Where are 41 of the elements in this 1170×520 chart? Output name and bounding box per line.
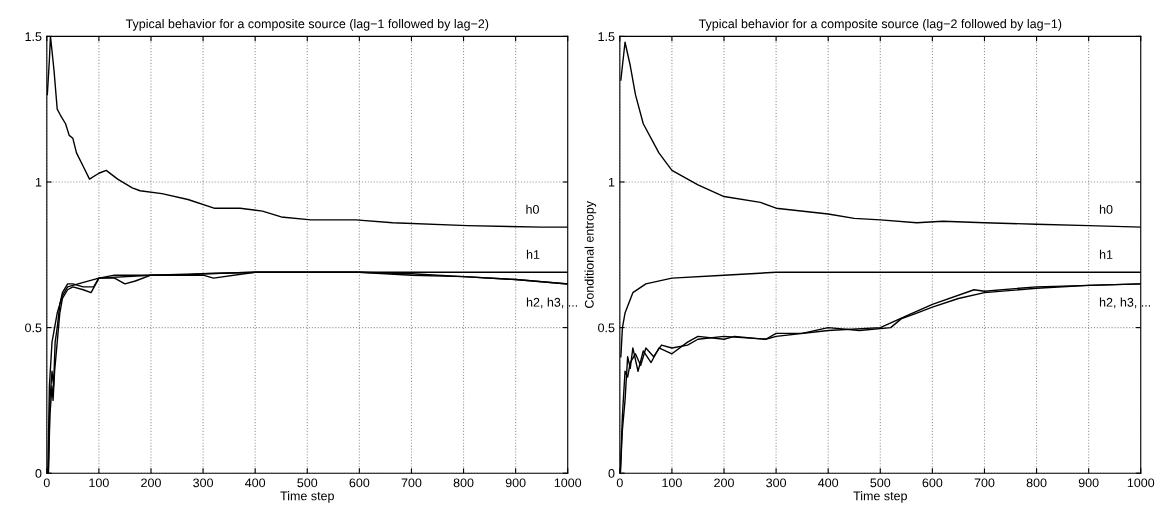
x-tick-label: 200 — [714, 478, 734, 488]
series-label: h1 — [526, 249, 540, 259]
x-tick-label: 600 — [349, 478, 370, 488]
y-tick-label: 0.5 — [25, 323, 42, 333]
x-axis-title: Time step — [280, 491, 334, 503]
x-tick-label: 200 — [141, 478, 161, 488]
y-tick-label: 0.5 — [598, 323, 615, 333]
x-tick-label: 800 — [1026, 478, 1047, 488]
y-axis-title: Conditional entropy — [584, 200, 597, 309]
x-tick-label: 900 — [505, 478, 526, 488]
x-axis-title: Time step — [853, 491, 907, 503]
x-tick-label: 300 — [193, 478, 214, 488]
x-tick-label: 600 — [922, 478, 943, 488]
series-label: h2, h3, ... — [1099, 297, 1151, 309]
y-tick-label: 0 — [608, 469, 615, 478]
x-tick-label: 1000 — [554, 478, 582, 488]
x-tick-label: 500 — [297, 478, 318, 488]
x-tick-label: 700 — [401, 478, 422, 488]
chart-title: Typical behavior for a composite source (lag−2 followed by lag−1) — [698, 19, 1062, 31]
x-tick-label: 300 — [766, 478, 787, 488]
x-tick-label: 1000 — [1127, 478, 1155, 488]
x-tick-label: 100 — [662, 478, 682, 488]
x-tick-label: 800 — [453, 478, 474, 488]
chart-title: Typical behavior for a composite source (lag−1 followed by lag−2) — [125, 19, 489, 31]
x-tick-label: 900 — [1078, 478, 1099, 488]
y-tick-label: 1 — [35, 177, 42, 187]
series-label: h0 — [526, 204, 539, 214]
x-tick-label: 100 — [89, 478, 109, 488]
y-tick-label: 1.5 — [25, 32, 42, 42]
x-tick-label: 0 — [43, 478, 50, 488]
y-tick-label: 1 — [608, 177, 615, 187]
x-tick-label: 400 — [245, 478, 266, 488]
x-tick-label: 400 — [818, 478, 839, 488]
series-label: h0 — [1099, 204, 1113, 214]
x-tick-label: 0 — [616, 478, 623, 488]
series-label: h1 — [1099, 249, 1113, 259]
series-label: h2, h3, ... — [526, 297, 578, 309]
x-tick-label: 500 — [870, 478, 891, 488]
y-tick-label: 0 — [35, 469, 42, 478]
y-tick-label: 1.5 — [598, 32, 615, 42]
x-tick-label: 700 — [974, 478, 995, 488]
